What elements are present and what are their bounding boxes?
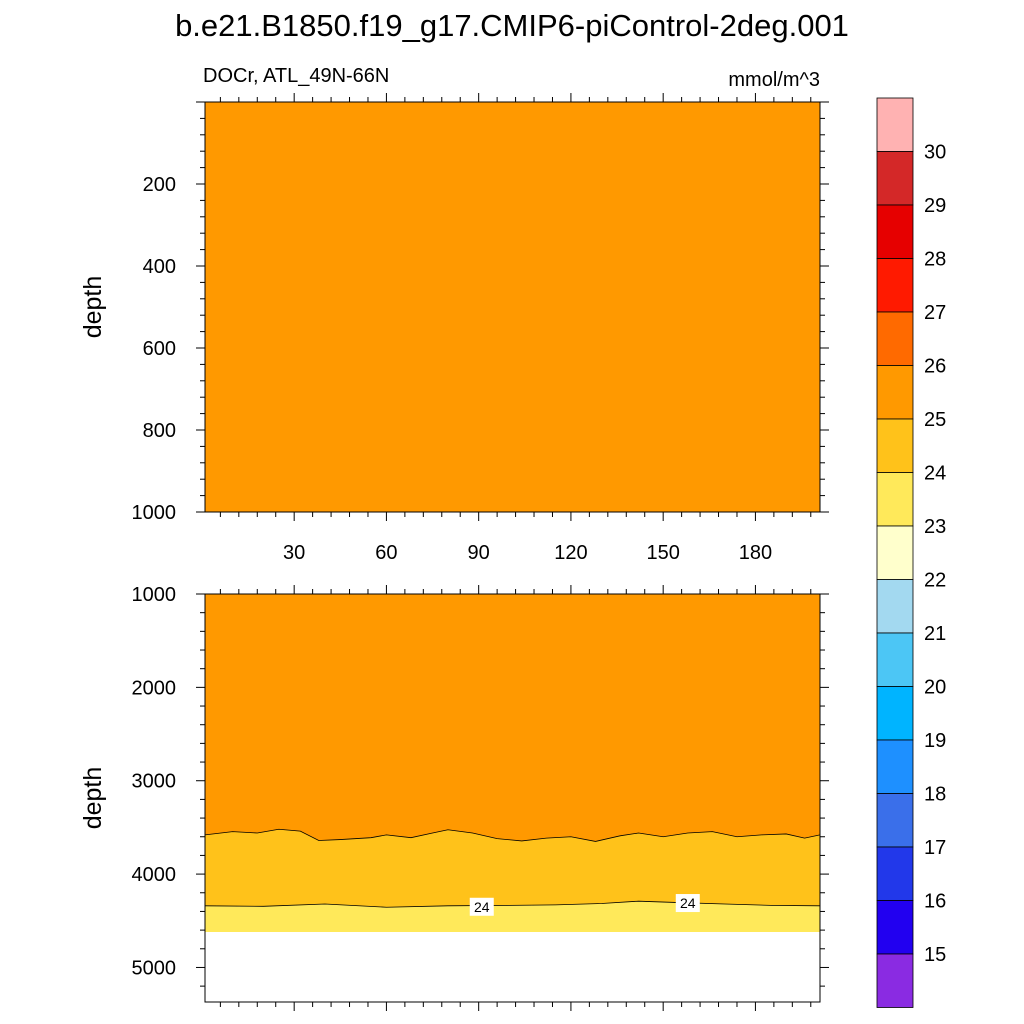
- lower-depth-panel: 24 24 1000 2000 3000 4000 5000 depth: [79, 584, 829, 1011]
- y-axis-label: depth: [79, 276, 107, 339]
- colorbar-box: [876, 204, 914, 259]
- contour-label: 24: [469, 897, 494, 916]
- colorbar-box: [876, 418, 914, 473]
- y-tick-label: 4000: [132, 864, 177, 886]
- x-tick-label: 90: [468, 542, 490, 564]
- colorbar-box: [876, 686, 914, 741]
- colorbar-box: [876, 151, 914, 206]
- y-tick-label: 2000: [132, 677, 177, 699]
- colorbar-label: 28: [924, 249, 946, 271]
- y-tick-label: 600: [143, 338, 176, 360]
- y-tick-label: 1000: [132, 502, 177, 524]
- contour-line: [205, 900, 820, 908]
- colorbar: 30 29 28 27 26 25 24 23 22 21 20 19 18 17 16 15: [876, 97, 946, 1008]
- x-tick-label: 120: [554, 542, 587, 564]
- colorbar-label: 20: [924, 677, 946, 699]
- contour-label-text: 24: [474, 899, 490, 915]
- colorbar-label: 27: [924, 302, 946, 324]
- colorbar-box: [876, 739, 914, 794]
- panel-border: [204, 101, 821, 513]
- y-tick-label: 400: [143, 256, 176, 278]
- colorbar-label: 23: [924, 516, 946, 538]
- colorbar-label: 17: [924, 837, 946, 859]
- colorbar-box: [876, 472, 914, 527]
- y-tick-label: 1000: [132, 584, 177, 606]
- colorbar-box: [876, 258, 914, 313]
- y-tick-label: 3000: [132, 771, 177, 793]
- variable-region-label: DOCr, ATL_49N-66N: [203, 65, 389, 87]
- x-tick-label: 30: [283, 542, 305, 564]
- x-tick-label: 150: [646, 542, 679, 564]
- colorbar-label: 16: [924, 891, 946, 913]
- contour-line: [205, 828, 820, 842]
- colorbar-box: [876, 953, 914, 1008]
- contour-band-25-26: [205, 102, 820, 512]
- y-tick-label: 800: [143, 420, 176, 442]
- colorbar-box: [876, 793, 914, 848]
- colorbar-box: [876, 846, 914, 901]
- colorbar-box: [876, 525, 914, 580]
- contour-label-text: 24: [680, 895, 696, 911]
- colorbar-label: 18: [924, 784, 946, 806]
- colorbar-label: 25: [924, 409, 946, 431]
- units-label: mmol/m^3: [728, 69, 820, 91]
- colorbar-label: 24: [924, 463, 946, 485]
- y-tick-label: 200: [143, 174, 176, 196]
- colorbar-box: [876, 579, 914, 634]
- colorbar-box: [876, 900, 914, 955]
- contour-label-bg: [469, 897, 494, 916]
- x-tick-label: 60: [375, 542, 397, 564]
- colorbar-box: [876, 365, 914, 420]
- colorbar-label: 15: [924, 944, 946, 966]
- colorbar-box: [876, 632, 914, 687]
- figure-title: b.e21.B1850.f19_g17.CMIP6-piControl-2deg…: [175, 8, 849, 43]
- y-tick-label: 5000: [132, 957, 177, 979]
- contour-label-bg: [675, 894, 700, 913]
- colorbar-label: 22: [924, 570, 946, 592]
- filled-contours: [205, 102, 820, 512]
- filled-contours: [205, 594, 820, 932]
- y-axis-label: depth: [79, 767, 107, 830]
- panel-border: [204, 593, 821, 1003]
- upper-depth-panel: 30 60 90 120 150 180 200 400 600 800 1000 depth: [79, 93, 829, 564]
- colorbar-label: 21: [924, 623, 946, 645]
- colorbar-label: 30: [924, 142, 946, 164]
- colorbar-box: [876, 311, 914, 366]
- x-tick-label: 180: [739, 542, 772, 564]
- colorbar-label: 26: [924, 356, 946, 378]
- colorbar-label: 19: [924, 730, 946, 752]
- contour-band-23-24: [205, 901, 820, 932]
- colorbar-box: [876, 97, 914, 152]
- colorbar-label: 29: [924, 195, 946, 217]
- contour-label: 24: [675, 894, 700, 913]
